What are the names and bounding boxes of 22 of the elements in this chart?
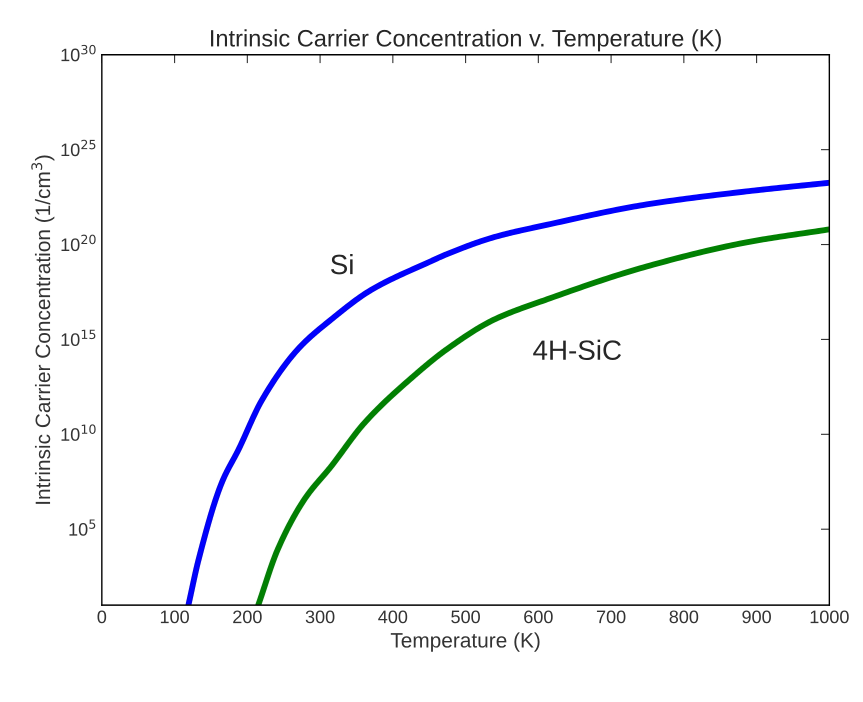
x-tick-label: 200 [233, 610, 262, 624]
y-tick-label: 10$^{10}$ [62, 424, 96, 441]
x-tick-label: 1000 [810, 610, 849, 624]
series-label: Si [331, 254, 353, 274]
chart-title: Intrinsic Carrier Concentration v. Temperature (K) [211, 29, 721, 52]
series-label: 4H-SiC [533, 340, 621, 360]
x-tick-label: 500 [451, 610, 480, 624]
y-tick-label: 10$^{30}$ [62, 44, 96, 62]
x-tick-label: 100 [160, 610, 189, 624]
x-axis-title: Temperature (K) [390, 632, 540, 652]
y-tick-label: 10$^{15}$ [62, 330, 96, 346]
x-tick-label: 300 [306, 610, 334, 624]
x-tick-label: 0 [98, 610, 106, 624]
x-tick-label: 800 [670, 610, 698, 624]
y-tick-label: 10$^{20}$ [62, 234, 96, 252]
x-tick-label: 700 [596, 610, 626, 624]
x-tick-label: 600 [524, 610, 553, 624]
x-tick-label: 900 [742, 610, 771, 624]
y-tick-label: 10$^{5}$ [69, 520, 96, 536]
x-tick-label: 400 [378, 610, 408, 624]
y-tick-label: 10$^{25}$ [62, 140, 96, 156]
y-axis-title: Intrinsic Carrier Concentration (1/cm$^{3}$) [31, 155, 54, 504]
